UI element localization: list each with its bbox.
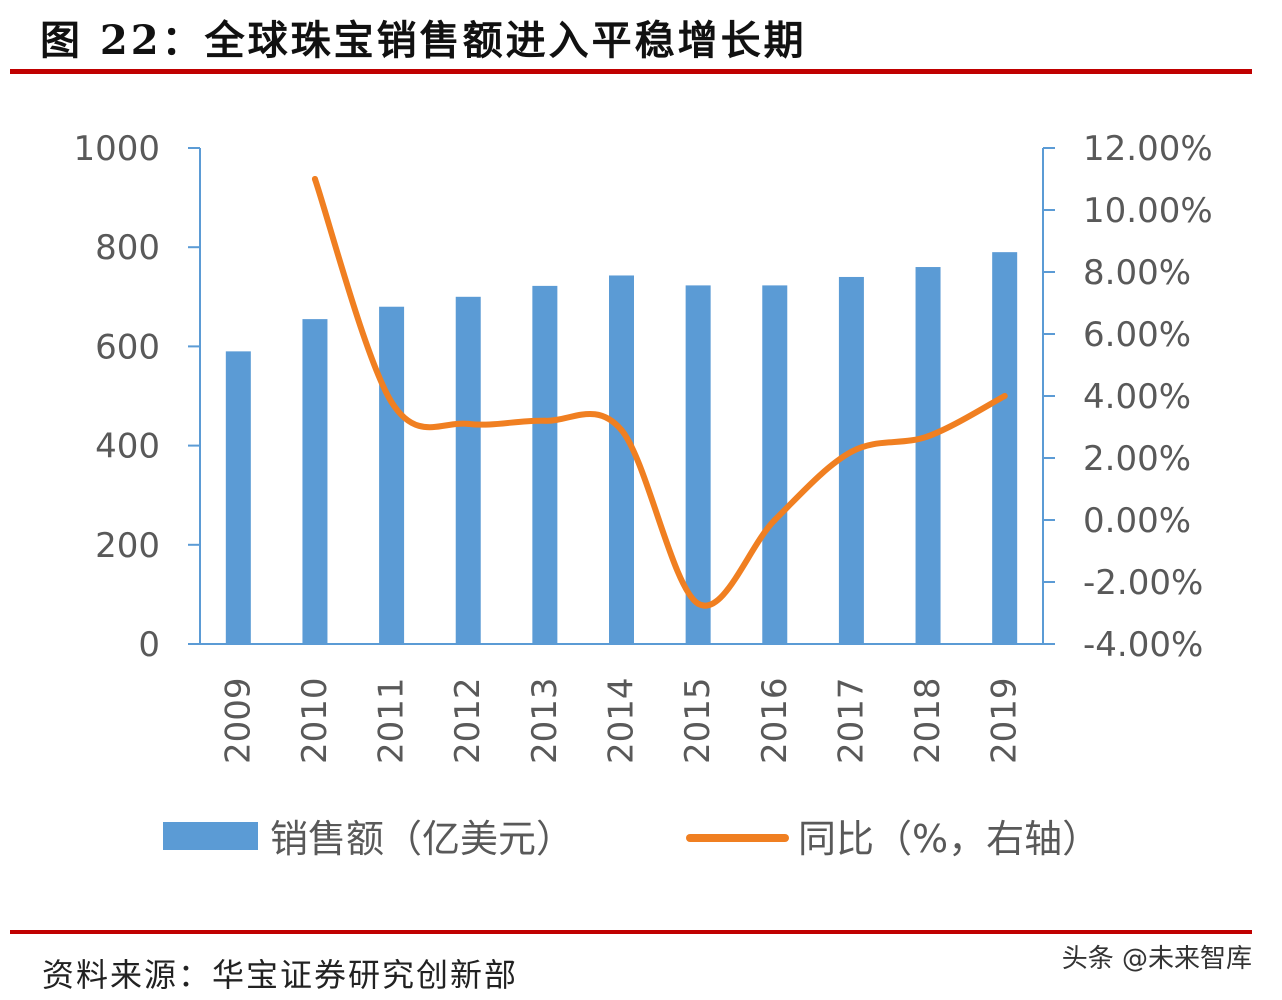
right-tick-label: -4.00% xyxy=(1083,625,1203,665)
legend-bar-swatch xyxy=(163,822,258,850)
right-tick-label: 4.00% xyxy=(1083,377,1191,417)
bar-2015 xyxy=(685,285,711,644)
bar-2011 xyxy=(379,306,405,644)
x-tick-label-2016: 2016 xyxy=(755,677,795,764)
x-tick-label-2019: 2019 xyxy=(985,677,1025,764)
left-tick-label: 400 xyxy=(95,427,160,467)
legend: 销售额（亿美元） 同比（%，右轴） xyxy=(163,817,1100,861)
bar-2012 xyxy=(455,296,481,644)
growth-point-2018 xyxy=(925,433,932,440)
top-divider xyxy=(10,69,1252,74)
growth-point-2015 xyxy=(695,600,702,607)
x-tick-label-2011: 2011 xyxy=(372,677,412,764)
bar-2009 xyxy=(225,351,251,644)
growth-point-2013 xyxy=(541,417,548,424)
sales-bars xyxy=(225,252,1018,644)
left-tick-label: 800 xyxy=(95,228,160,268)
right-tick-label: 8.00% xyxy=(1083,253,1191,293)
right-tick-label: 0.00% xyxy=(1083,501,1191,541)
figure-title: 图 22：全球珠宝销售额进入平稳增长期 xyxy=(40,17,807,64)
left-y-axis: 0 200 400 600 800 1000 xyxy=(73,129,1043,665)
x-tick-label-2015: 2015 xyxy=(678,677,718,764)
right-tick-label: 12.00% xyxy=(1083,129,1213,169)
x-tick-label-2018: 2018 xyxy=(908,677,948,764)
growth-line-layer xyxy=(311,176,1008,609)
right-tick-label: 6.00% xyxy=(1083,315,1191,355)
bottom-divider xyxy=(10,930,1252,934)
bar-2014 xyxy=(609,275,634,644)
right-tick-label: 10.00% xyxy=(1083,191,1213,231)
left-tick-label: 600 xyxy=(95,327,160,367)
bar-2013 xyxy=(532,285,558,644)
bar-2019 xyxy=(992,252,1018,644)
growth-point-2011 xyxy=(388,399,395,406)
watermark: 头条 @未来智库 xyxy=(1061,944,1252,974)
growth-point-2012 xyxy=(465,420,472,427)
bar-2010 xyxy=(302,319,328,644)
right-tick-label: 2.00% xyxy=(1083,439,1191,479)
right-tick-label: -2.00% xyxy=(1083,563,1203,603)
growth-point-2017 xyxy=(848,448,855,455)
left-tick-label: 0 xyxy=(138,625,160,665)
x-tick-label-2009: 2009 xyxy=(218,677,258,764)
source-note: 资料来源：华宝证券研究创新部 xyxy=(42,956,519,994)
growth-point-2016 xyxy=(771,517,778,523)
growth-point-2019 xyxy=(1001,393,1008,399)
x-tick-label-2014: 2014 xyxy=(602,677,642,764)
growth-line xyxy=(311,176,1008,609)
growth-point-2010 xyxy=(311,176,318,182)
growth-point-2014 xyxy=(618,427,625,434)
x-tick-label-2017: 2017 xyxy=(831,677,871,764)
x-tick-label-2013: 2013 xyxy=(525,677,565,764)
legend-bar-label: 销售额（亿美元） xyxy=(270,817,574,861)
x-axis-labels: 2009 2010 2011 2012 2013 2014 2015 2016 2017 2018… xyxy=(218,677,1024,764)
combo-chart: 0 200 400 600 800 1000 -4.00% -2.00% 0.00% 2.00%… xyxy=(73,129,1213,861)
bar-2018 xyxy=(915,267,941,644)
left-tick-label: 200 xyxy=(95,526,160,566)
bar-2016 xyxy=(762,285,788,644)
right-y-axis: -4.00% -2.00% 0.00% 2.00% 4.00% 6.00% 8.00% 10.… xyxy=(1042,129,1213,665)
legend-line-label: 同比（%，右轴） xyxy=(798,817,1100,861)
x-tick-label-2010: 2010 xyxy=(295,677,335,764)
left-tick-label: 1000 xyxy=(73,129,160,169)
x-tick-label-2012: 2012 xyxy=(448,677,488,764)
